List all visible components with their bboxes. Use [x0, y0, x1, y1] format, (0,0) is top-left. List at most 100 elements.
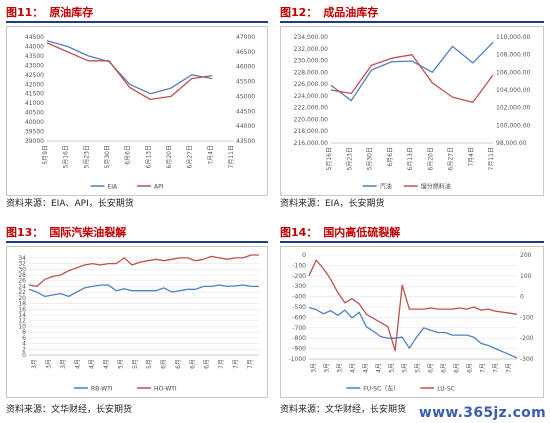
y-tick-label: 224,000.00: [294, 93, 329, 100]
y-tick-label: 12: [18, 318, 26, 325]
x-tick-label: 3月: [46, 359, 53, 369]
x-tick-label: 5月23日: [83, 145, 90, 168]
y-tick-label: 16: [18, 306, 26, 313]
x-tick-label: 4月: [363, 363, 370, 373]
x-tick-label: 7月: [247, 359, 254, 369]
x-tick-label: 6月: [204, 359, 211, 369]
x-tick-label: 5月16日: [63, 145, 70, 168]
series-line: [46, 40, 213, 95]
y-tick-label: 0: [302, 252, 306, 259]
y2-tick-label: 100: [520, 273, 532, 280]
y2-tick-label: -100: [520, 314, 534, 321]
x-tick-label: 6月6日: [125, 145, 132, 165]
y-tick-label: 34: [18, 255, 26, 262]
y-tick-label: 8: [22, 329, 26, 336]
y-tick-label: 32: [18, 261, 26, 268]
x-tick-label: 6月13日: [145, 145, 152, 168]
y-tick-label: 230,000.00: [294, 58, 329, 65]
series-line: [330, 41, 494, 102]
title-rule: [280, 241, 544, 243]
chart-frame: 216,000.00 218,000.00 220,000.00 222,000.00…: [280, 26, 544, 196]
y-tick-label: 44000: [25, 43, 44, 50]
x-tick-label: 6月: [454, 363, 461, 373]
panel-product-inventory: 图12： 成品油库存 216,000.00 218,000.00 220,000.00…: [280, 4, 544, 209]
legend-label: 馏分燃料油: [421, 183, 451, 191]
y-tick-label: -1000: [289, 356, 307, 363]
chart-frame: 0 2 4 6 8 10 12 14 16 18 20 22 24 26 28 30 32 34 3月 3月 3月 4月 4…: [6, 246, 268, 398]
x-tick-label: 3月: [311, 363, 318, 373]
x-tick-label: 7月: [218, 359, 225, 369]
y-tick-label: -300: [292, 283, 306, 290]
x-tick-label: 6月: [467, 363, 474, 373]
y-tick-label: -200: [292, 273, 306, 280]
x-tick-label: 7月11日: [488, 147, 495, 170]
x-tick-label: 7月: [232, 359, 239, 369]
x-tick-label: 5月30日: [367, 147, 374, 170]
y2-tick-label: 46500: [236, 49, 255, 56]
x-tick-label: 6月: [175, 359, 182, 369]
y2-tick-label: 98,000.00: [496, 140, 527, 147]
x-tick-label: 4月: [74, 359, 81, 369]
y-tick-label: 18: [18, 301, 26, 308]
y2-tick-label: 100,000.00: [496, 122, 531, 129]
x-tick-label: 7月: [493, 363, 500, 373]
y-tick-label: 232,000.00: [294, 46, 329, 53]
chart-svg: 39000 39500 40000 40500 41000 41500 42000 42500…: [25, 34, 255, 191]
y-tick-label: 6: [22, 335, 26, 342]
x-tick-label: 4月: [376, 363, 383, 373]
y2-tick-label: 43500: [236, 138, 255, 145]
y2-tick-label: 0: [520, 294, 524, 301]
x-tick-label: 5月9日: [42, 145, 49, 165]
x-tick-label: 5月: [415, 363, 422, 373]
y-tick-label: 228,000.00: [294, 69, 329, 76]
source-note: 资料来源：EIA，长安期货: [280, 199, 385, 209]
y-tick-label: 42500: [25, 72, 44, 79]
y-tick-label: 218,000.00: [294, 128, 329, 135]
x-tick-label: 5月: [132, 359, 139, 369]
x-tick-label: 7月4日: [207, 145, 214, 165]
y-tick-label: -700: [292, 325, 306, 332]
x-tick-label: 3月: [60, 359, 67, 369]
chart-title: 图13： 国际汽柴油裂解: [6, 226, 127, 239]
y-tick-label: 22: [18, 289, 26, 296]
legend-label: API: [154, 184, 164, 191]
y2-tick-label: 46000: [236, 64, 255, 71]
chart-svg: -1000-900-800-700-600-500-400-300-200-10…: [289, 252, 534, 393]
x-tick-label: 6月: [428, 363, 435, 373]
x-tick-label: 5月: [402, 363, 409, 373]
x-tick-label: 3月: [31, 359, 38, 369]
x-tick-label: 6月13日: [407, 147, 414, 170]
chart-title: 图14： 国内高低硫裂解: [280, 226, 401, 239]
x-tick-label: 4月: [89, 359, 96, 369]
x-tick-label: 6月: [189, 359, 196, 369]
series-line: [28, 254, 259, 288]
legend-label: HO-WTI: [154, 386, 177, 393]
chart-frame: -1000 -900 -800 -700 -600 -500 -400 -300 -200 -10…: [280, 246, 544, 398]
legend-label: EIA: [108, 184, 119, 191]
y2-tick-label: 106,000.00: [496, 69, 531, 76]
y-tick-label: 39500: [25, 129, 44, 136]
y-tick-label: -800: [292, 335, 306, 342]
y2-tick-label: 45500: [236, 79, 255, 86]
x-tick-label: 7月: [480, 363, 487, 373]
x-tick-label: 5月: [146, 359, 153, 369]
y-tick-label: 41000: [25, 100, 44, 107]
y2-tick-label: 104,000.00: [496, 87, 531, 94]
y-tick-label: 24: [18, 283, 26, 290]
y-tick-label: 222,000.00: [294, 105, 329, 112]
panel-domestic-sulfur-crack: 图14： 国内高低硫裂解 -1000 -900 -800 -700 -600 -500 -40…: [280, 224, 544, 420]
x-tick-label: 5月30日: [104, 145, 111, 168]
legend-label: LU-SC: [437, 386, 455, 393]
y-tick-label: 226,000.00: [294, 81, 329, 88]
y2-tick-label: 44000: [236, 123, 255, 130]
legend-label: FU-SC（左）: [363, 385, 399, 393]
series-line: [308, 306, 518, 359]
chart-title: 图12： 成品油库存: [280, 6, 379, 19]
chart-title: 图11： 原油库存: [6, 6, 94, 19]
x-tick-label: 6月: [161, 359, 168, 369]
title-rule: [6, 241, 268, 243]
y2-tick-label: 45000: [236, 93, 255, 100]
x-tick-label: 5月: [389, 363, 396, 373]
y2-tick-label: -300: [520, 356, 534, 363]
legend-label: RB-WTI: [91, 386, 113, 393]
